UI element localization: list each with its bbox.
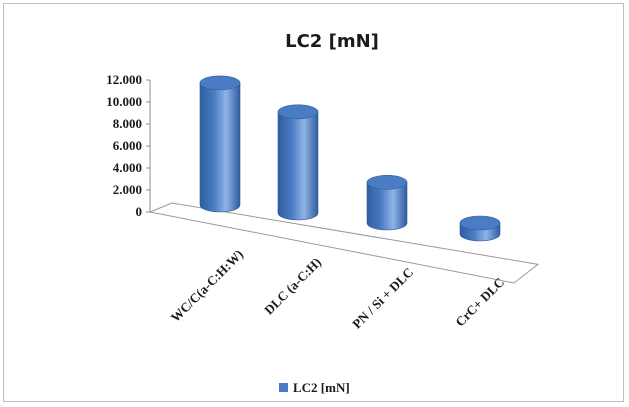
bar [459,215,501,242]
category-label: DLC (a-C:H) [261,255,324,318]
category-label: PN / Si + DLC [349,265,416,332]
y-axis-ticks: 0 2.000 4.000 6.000 8.000 10.000 12.000 [106,72,150,219]
bar [199,75,241,213]
bar-top [459,215,501,231]
floor-plane [148,202,540,284]
y-tick-label: 8.000 [113,116,142,131]
legend-label: LC2 [mN] [293,380,350,395]
bar [366,175,408,231]
category-label: WC/C(a-C:H:W) [168,247,247,326]
legend: LC2 [mN] [279,380,350,395]
category-label: CrC+ DLC [452,275,507,330]
y-tick-label: 6.000 [113,138,142,153]
bar-top [277,104,319,120]
bar [277,104,319,221]
y-tick-label: 4.000 [113,160,142,175]
category-labels: WC/C(a-C:H:W) DLC (a-C:H) PN / Si + DLC CrC… [168,247,508,332]
bar-series [199,75,501,242]
chart-title: LC2 [mN] [285,31,379,52]
y-tick-label: 0 [136,204,143,219]
y-tick-label: 12.000 [106,72,142,87]
bar-top [366,175,408,190]
legend-swatch [279,383,288,392]
y-tick-label: 10.000 [106,94,142,109]
y-tick-label: 2.000 [113,182,142,197]
bar-body [277,111,319,221]
bar-top [199,75,241,91]
bar-body [366,182,408,231]
bar-body [199,82,241,213]
